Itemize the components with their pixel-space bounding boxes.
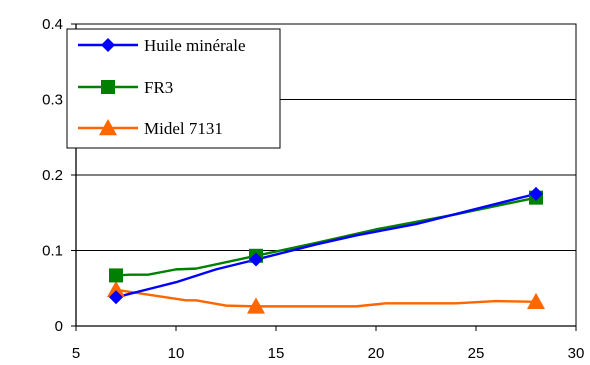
legend-label: FR3 — [144, 78, 173, 97]
legend-entry-huile-min-rale: Huile minérale — [78, 36, 246, 55]
legend-marker-fr3 — [101, 80, 115, 94]
legend-marker-huile-min-rale — [101, 38, 115, 52]
data-point-huile-min-rale — [529, 186, 543, 201]
x-tick-label: 10 — [168, 345, 185, 362]
series-line-huile-min-rale — [115, 192, 537, 299]
series-line-fr3 — [115, 196, 537, 277]
y-tick-label: 0.1 — [42, 243, 63, 260]
y-tick-label: 0.4 — [42, 16, 63, 33]
x-tick-label: 25 — [468, 345, 485, 362]
legend-entry-midel-7131: Midel 7131 — [78, 119, 223, 138]
data-point-midel-7131 — [107, 280, 125, 297]
x-tick-label: 30 — [568, 345, 585, 362]
y-tick-label: 0.2 — [42, 167, 63, 184]
y-tick-label: 0 — [55, 318, 63, 335]
legend-label: Huile minérale — [144, 36, 246, 55]
y-tick-label: 0.3 — [42, 92, 63, 109]
series-markers — [107, 186, 545, 314]
x-tick-label: 20 — [368, 345, 385, 362]
data-point-midel-7131 — [247, 297, 265, 314]
legend-entry-fr3: FR3 — [78, 78, 173, 97]
legend-label: Midel 7131 — [144, 119, 223, 138]
data-point-fr3 — [109, 268, 123, 283]
series-lines — [115, 192, 537, 308]
data-point-midel-7131 — [527, 292, 545, 310]
series-line-midel-7131 — [115, 288, 537, 308]
data-point-huile-min-rale — [249, 252, 263, 267]
x-tick-label: 15 — [268, 345, 285, 362]
x-tick-label: 5 — [72, 345, 80, 362]
legend-entries: Huile minérale FR3 Midel 7131 — [78, 36, 246, 138]
legend-marker-midel-7131 — [99, 119, 117, 136]
data-point-huile-min-rale — [109, 290, 123, 305]
axis-ticks: 0 0.1 0.2 0.3 0.4 5 10 15 20 25 30 — [42, 16, 584, 362]
legend: Huile minérale FR3 Midel 7131 — [66, 28, 281, 149]
